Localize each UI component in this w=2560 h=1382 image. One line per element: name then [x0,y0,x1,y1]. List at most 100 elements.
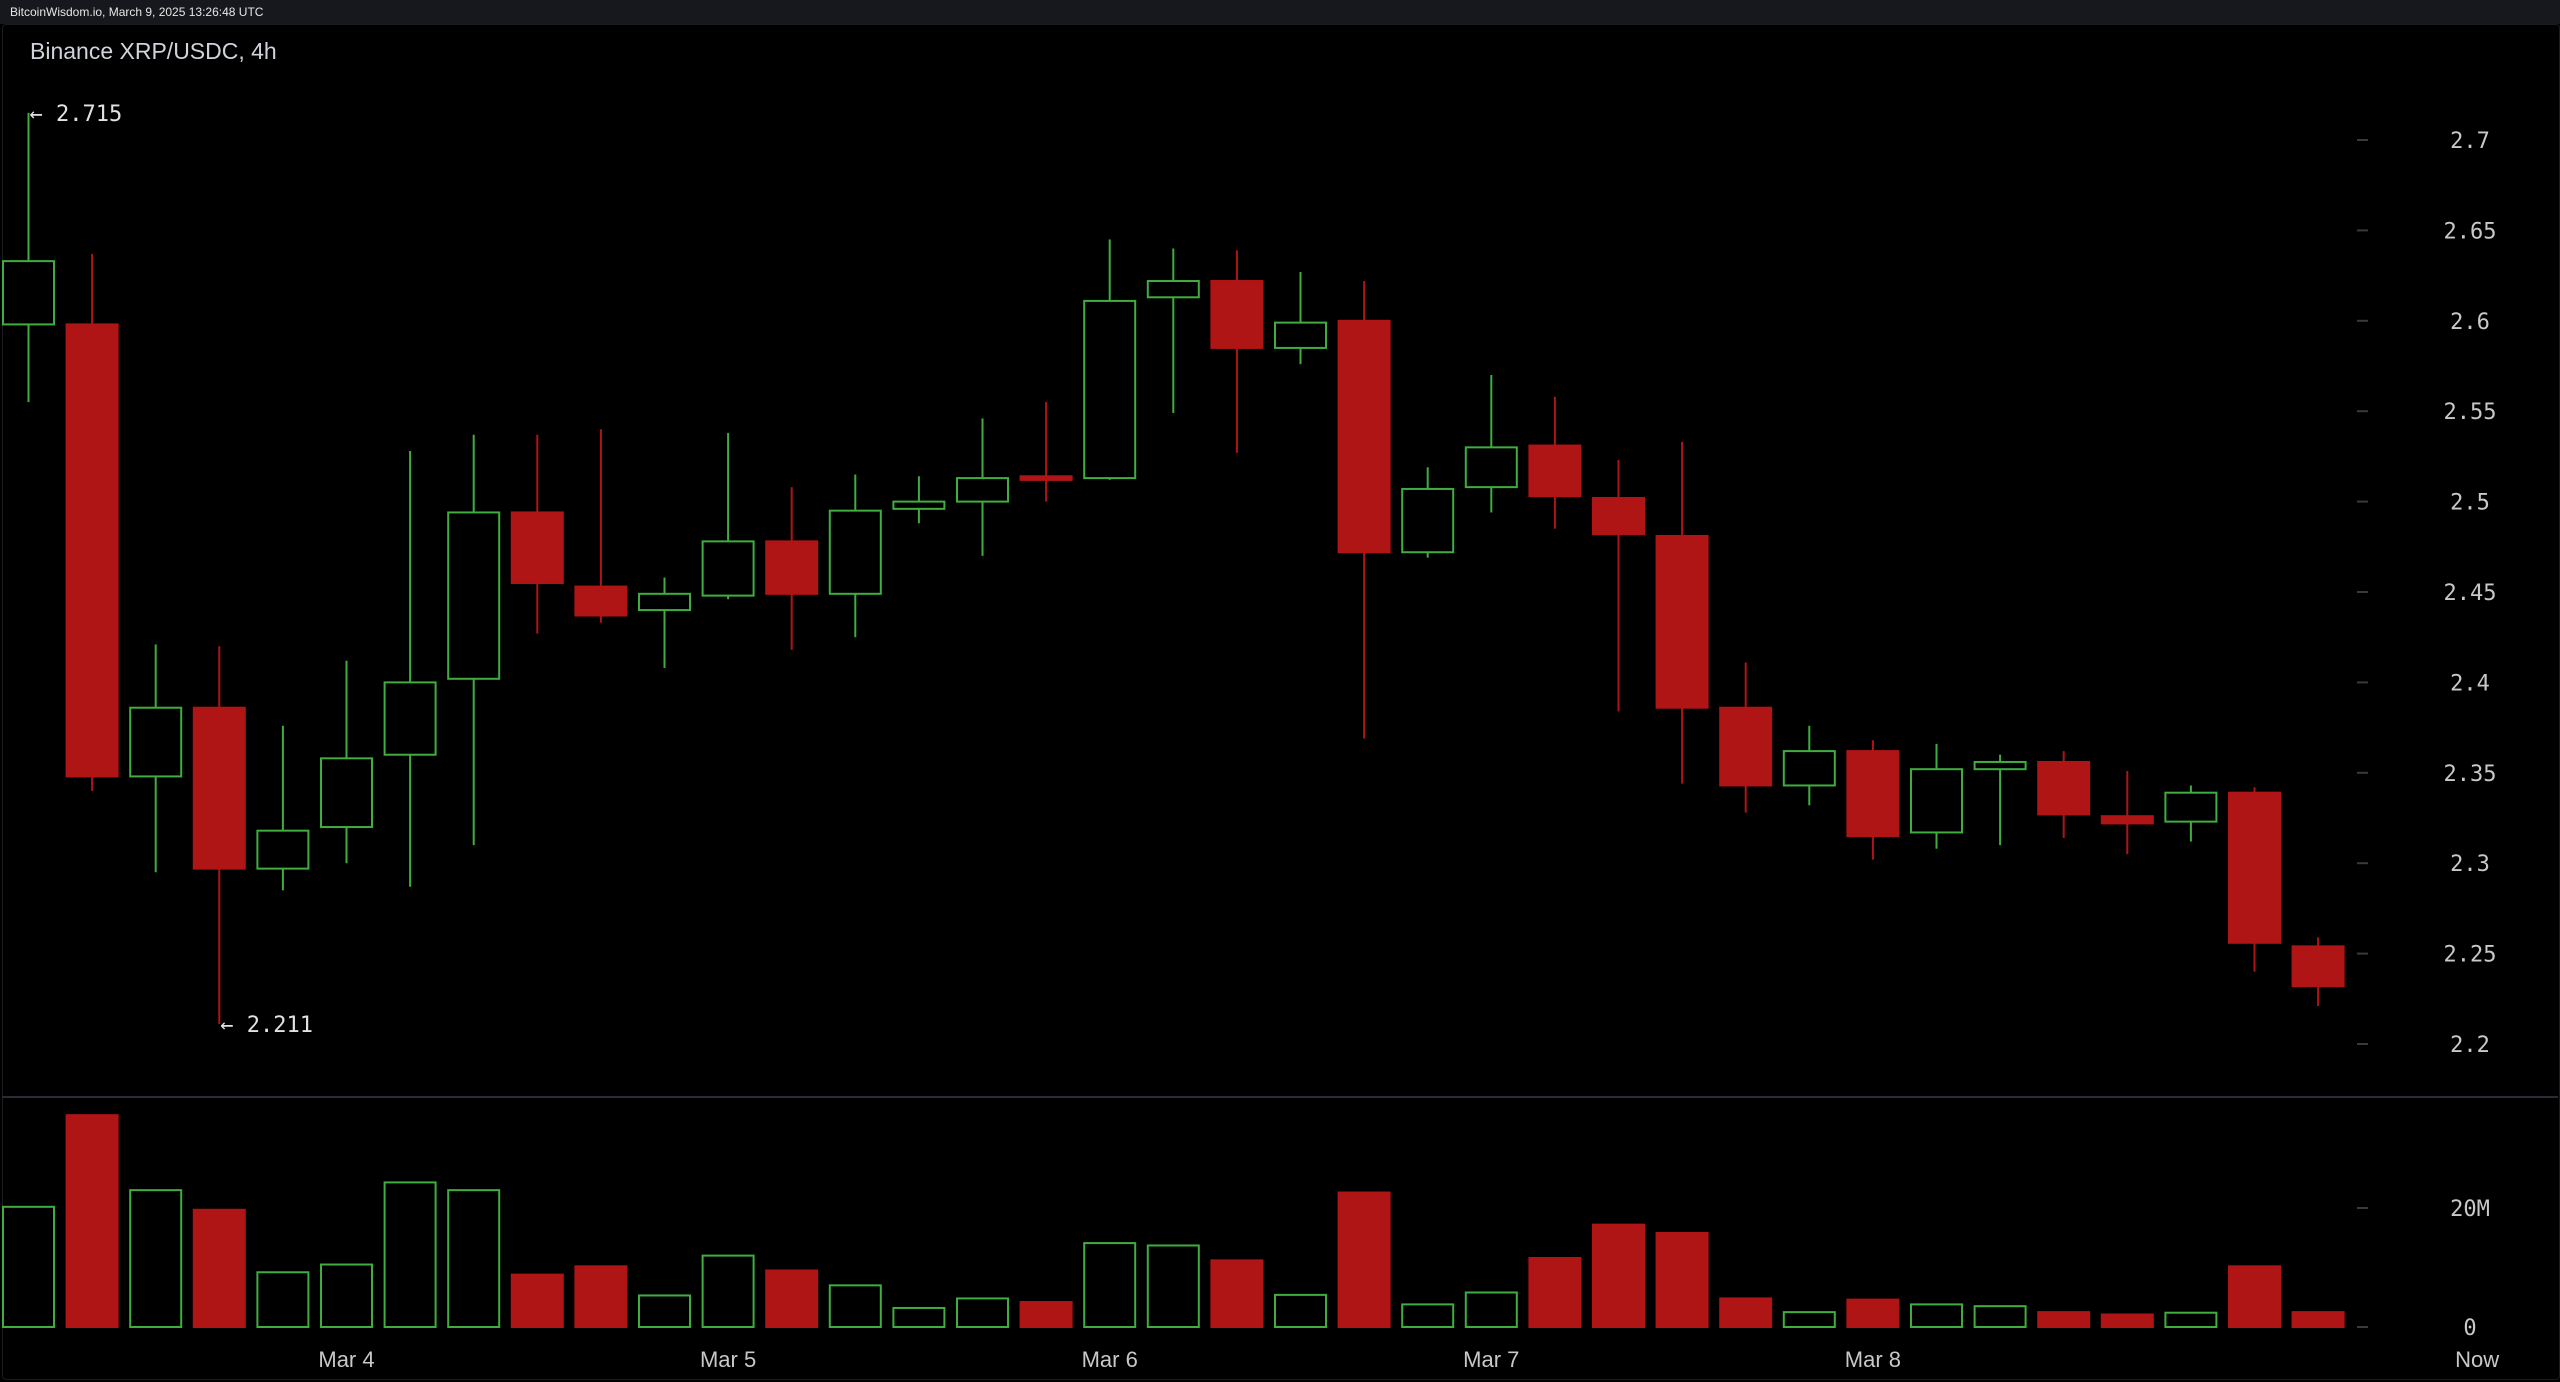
candle-body-down [574,585,628,617]
price-axis-label: 2.7 [2450,129,2490,154]
candle-body-down [765,540,819,595]
volume-bar-down [1210,1259,1264,1328]
volume-bar-up [1782,1311,1836,1328]
candle-body-down [1210,280,1264,349]
price-axis-label: 2.3 [2450,852,2490,877]
volume-bar-up [2,1205,55,1329]
volume-bar-down [192,1208,246,1329]
candle-body-up [320,757,373,829]
volume-bar-up [892,1306,946,1328]
volume-bar-up [447,1189,501,1329]
volume-bar-up [956,1297,1009,1328]
x-axis-label: Mar 6 [1082,1347,1138,1372]
candle-body-down [510,511,564,584]
price-annotation: ← 2.211 [220,1013,313,1038]
volume-bar-up [701,1254,755,1328]
candle-body-up [1464,446,1518,489]
candle-body-up [1401,487,1455,554]
price-axis-label: 2.6 [2450,310,2490,335]
price-axis-label: 2.45 [2444,581,2497,606]
volume-bar-down [1337,1191,1391,1329]
volume-bar-down [765,1269,819,1328]
candle-body-down [2228,791,2281,944]
volume-bar-up [1910,1303,1963,1329]
candle-body-down [192,706,246,870]
candle-body-down [65,323,119,778]
volume-bar-down [574,1265,628,1329]
volume-bar-up [828,1284,882,1328]
candle-body-up [1910,768,1963,834]
x-axis-label: Mar 7 [1463,1347,1519,1372]
volume-bar-down [1528,1256,1582,1328]
candle-body-down [1655,534,1709,709]
candle-body-up [1083,299,1137,480]
volume-bar-down [1592,1223,1645,1329]
price-axis-label: 2.2 [2450,1033,2490,1058]
volume-bar-up [129,1189,183,1329]
volume-bar-up [1464,1291,1518,1328]
volume-bar-down [2100,1313,2154,1329]
chart-title: Binance XRP/USDC, 4h [30,38,277,64]
candle-body-up [447,511,501,680]
volume-bar-up [1401,1303,1455,1329]
candle-body-up [638,592,691,612]
price-annotation: ← 2.715 [30,102,123,127]
candle-body-up [956,477,1009,503]
candle-body-up [892,500,946,510]
volume-bar-down [2037,1311,2091,1328]
candle-body-up [1782,750,1836,787]
volume-bar-down [510,1273,564,1329]
candle-body-up [383,681,437,756]
x-axis-label: Mar 8 [1845,1347,1901,1372]
price-axis-label: 2.4 [2450,671,2490,696]
timestamp-label: BitcoinWisdom.io, March 9, 2025 13:26:48… [10,5,264,19]
candle-body-down [2037,760,2091,816]
volume-bar-up [1274,1293,1327,1328]
candle-body-up [1274,321,1327,349]
volume-bar-up [1973,1305,2027,1329]
candle-body-down [1019,475,1073,481]
candle-body-down [1592,496,1645,536]
volume-axis-label: 20M [2450,1197,2490,1222]
candle-body-down [2100,815,2154,825]
candle-body-up [129,706,183,778]
volume-axis-label: 0 [2463,1316,2476,1341]
candle-body-up [828,509,882,595]
candle-body-up [256,829,310,870]
volume-bar-down [1846,1298,1900,1329]
candle-body-up [2,260,55,326]
volume-bar-down [1655,1231,1709,1328]
volume-bar-down [2291,1311,2345,1328]
volume-bar-down [1019,1301,1073,1329]
volume-bar-up [320,1263,373,1329]
top-bar: BitcoinWisdom.io, March 9, 2025 13:26:48… [0,0,2560,24]
volume-bar-up [638,1294,691,1328]
volume-bar-down [2228,1265,2281,1329]
volume-bar-down [65,1114,119,1329]
candle-body-down [2291,945,2345,988]
x-axis-label: Mar 5 [700,1347,756,1372]
volume-bar-up [256,1271,310,1329]
candle-body-up [1973,760,2027,771]
candle-body-down [1846,750,1900,838]
volume-bar-up [1083,1242,1137,1328]
volume-bar-up [383,1181,437,1329]
volume-bar-up [1146,1244,1200,1328]
volume-bar-down [1719,1297,1773,1328]
price-axis-label: 2.35 [2444,762,2497,787]
volume-bar-up [2164,1311,2218,1328]
price-axis-label: 2.55 [2444,400,2497,425]
x-axis-label: Now [2455,1347,2499,1372]
price-axis-label: 2.5 [2450,491,2490,516]
candle-body-down [1337,319,1391,554]
price-axis-label: 2.25 [2444,943,2497,968]
candle-body-up [701,540,755,597]
candle-body-up [2164,791,2218,823]
x-axis-label: Mar 4 [318,1347,374,1372]
candle-body-up [1146,280,1200,299]
candle-body-down [1528,444,1582,498]
candle-body-down [1719,706,1773,787]
price-axis-label: 2.65 [2444,219,2497,244]
